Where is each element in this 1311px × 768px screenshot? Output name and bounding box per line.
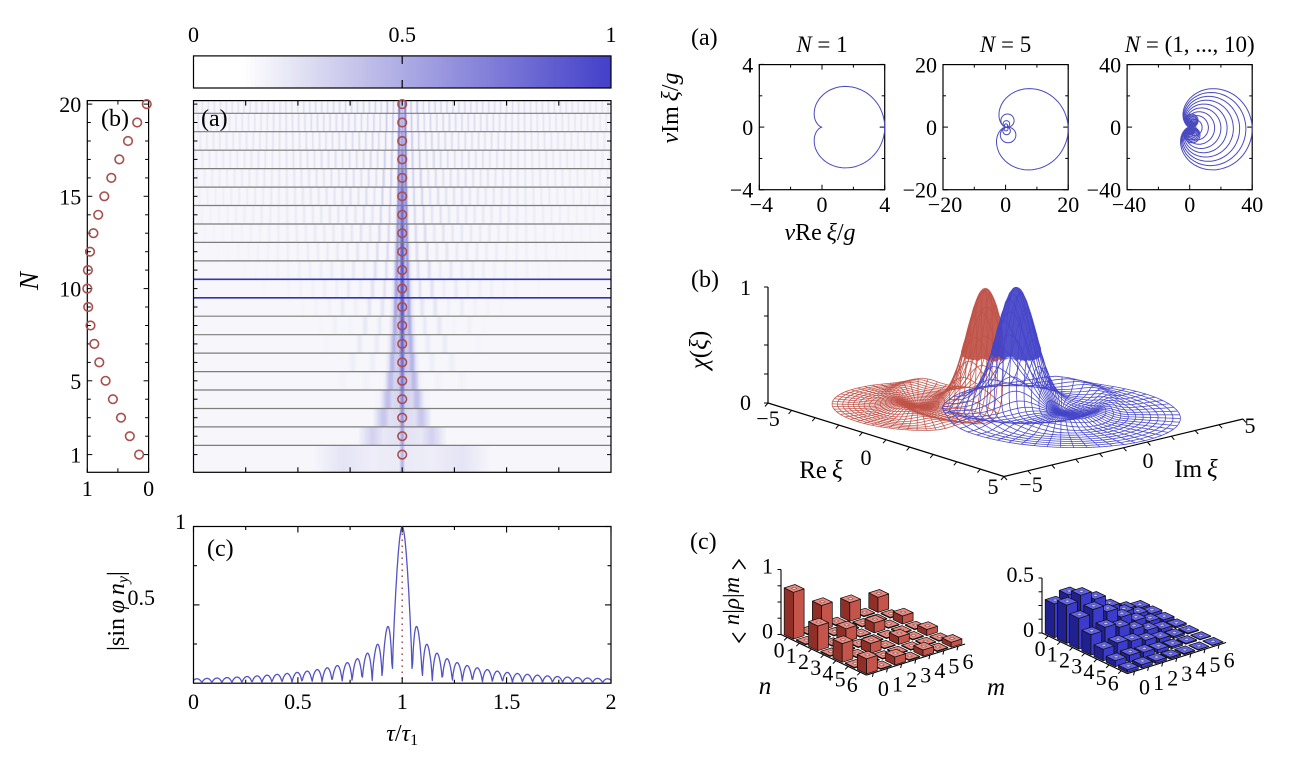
svg-text:m: m <box>987 674 1005 701</box>
svg-text:(a): (a) <box>691 25 718 51</box>
svg-text:N = (1, ..., 10): N = (1, ..., 10) <box>1124 32 1255 57</box>
svg-text:5: 5 <box>988 474 999 499</box>
svg-text:1: 1 <box>740 275 751 300</box>
svg-text:χ(ξ): χ(ξ) <box>686 331 713 371</box>
svg-text:0: 0 <box>878 676 889 701</box>
svg-text:−4: −4 <box>730 178 753 203</box>
svg-text:1: 1 <box>70 443 81 468</box>
svg-text:15: 15 <box>59 184 81 209</box>
svg-text:0: 0 <box>143 476 154 501</box>
svg-text:−5: −5 <box>756 406 779 431</box>
svg-text:4: 4 <box>742 53 753 78</box>
svg-text:5: 5 <box>1245 413 1256 438</box>
svg-text:20: 20 <box>59 92 81 117</box>
svg-text:0: 0 <box>1110 115 1121 140</box>
svg-text:2: 2 <box>606 689 617 714</box>
svg-text:0: 0 <box>1184 192 1195 217</box>
svg-text:0: 0 <box>1143 448 1154 473</box>
svg-text:6: 6 <box>1224 648 1235 673</box>
svg-text:0: 0 <box>188 22 199 47</box>
svg-text:−40: −40 <box>1087 178 1121 203</box>
svg-text:0.5: 0.5 <box>388 22 416 47</box>
svg-text:0: 0 <box>1139 674 1150 699</box>
svg-text:5: 5 <box>948 654 959 679</box>
svg-text:0: 0 <box>774 637 785 662</box>
svg-text:(b): (b) <box>101 106 129 132</box>
svg-text:4: 4 <box>934 658 945 683</box>
svg-text:40: 40 <box>1099 53 1121 78</box>
svg-text:Re ξ: Re ξ <box>799 457 843 484</box>
svg-text:1: 1 <box>786 643 797 668</box>
svg-text:0: 0 <box>742 115 753 140</box>
svg-text:n: n <box>759 673 772 700</box>
svg-text:3: 3 <box>920 663 931 688</box>
svg-text:0: 0 <box>740 390 751 415</box>
svg-text:0: 0 <box>1000 192 1011 217</box>
svg-text:0.5: 0.5 <box>128 585 156 610</box>
svg-text:3: 3 <box>1071 653 1082 678</box>
svg-text:1: 1 <box>397 689 408 714</box>
svg-text:6: 6 <box>1108 671 1119 696</box>
svg-text:1: 1 <box>762 554 773 579</box>
svg-text:3: 3 <box>810 655 821 680</box>
svg-text:5: 5 <box>1096 665 1107 690</box>
svg-text:4: 4 <box>822 661 833 686</box>
svg-text:0.5: 0.5 <box>284 689 312 714</box>
svg-text:N: N <box>14 270 44 291</box>
svg-text:1: 1 <box>175 509 186 534</box>
svg-text:0.5: 0.5 <box>1007 562 1035 587</box>
svg-text:5: 5 <box>70 369 81 394</box>
svg-text:N = 1: N = 1 <box>795 32 847 57</box>
svg-text:20: 20 <box>915 53 937 78</box>
svg-text:τ/τ1: τ/τ1 <box>386 721 418 749</box>
svg-text:1: 1 <box>606 22 617 47</box>
svg-text:νRe ξ/g: νRe ξ/g <box>784 220 855 246</box>
svg-text:n|ρ|m: n|ρ|m <box>719 577 744 625</box>
svg-text:10: 10 <box>59 277 81 302</box>
svg-text:2: 2 <box>1167 666 1178 691</box>
svg-text:0: 0 <box>861 445 872 470</box>
svg-text:0: 0 <box>1035 636 1046 661</box>
svg-text:(b): (b) <box>691 267 719 293</box>
svg-text:2: 2 <box>1059 648 1070 673</box>
svg-text:1.5: 1.5 <box>493 689 521 714</box>
svg-text:0: 0 <box>762 619 773 644</box>
svg-text:1: 1 <box>892 671 903 696</box>
svg-text:(c): (c) <box>690 529 717 555</box>
svg-text:2: 2 <box>906 667 917 692</box>
svg-text:6: 6 <box>847 672 858 697</box>
svg-text:νIm ξ/g: νIm ξ/g <box>658 72 684 143</box>
svg-text:−20: −20 <box>903 178 937 203</box>
svg-text:20: 20 <box>1057 192 1079 217</box>
svg-text:4: 4 <box>1083 659 1094 684</box>
svg-text:3: 3 <box>1181 661 1192 686</box>
svg-text:(c): (c) <box>207 536 234 562</box>
svg-text:5: 5 <box>1210 652 1221 677</box>
svg-text:0: 0 <box>188 689 199 714</box>
svg-text:2: 2 <box>798 649 809 674</box>
svg-text:−20: −20 <box>928 192 962 217</box>
svg-text:0: 0 <box>817 192 828 217</box>
svg-text:−40: −40 <box>1112 192 1146 217</box>
svg-text:4: 4 <box>879 192 890 217</box>
svg-text:6: 6 <box>963 649 974 674</box>
svg-text:40: 40 <box>1241 192 1263 217</box>
svg-text:1: 1 <box>1047 642 1058 667</box>
svg-text:Im ξ: Im ξ <box>1174 456 1218 483</box>
svg-text:1: 1 <box>82 476 93 501</box>
svg-text:0: 0 <box>926 115 937 140</box>
svg-text:−4: −4 <box>750 192 773 217</box>
svg-text:−5: −5 <box>1019 472 1042 497</box>
svg-text:5: 5 <box>835 666 846 691</box>
svg-text:1: 1 <box>1153 670 1164 695</box>
svg-text:(a): (a) <box>201 106 228 132</box>
svg-text:4: 4 <box>1195 657 1206 682</box>
svg-text:|sin φ ny|: |sin φ ny| <box>104 571 132 651</box>
svg-text:0: 0 <box>1023 617 1034 642</box>
svg-text:N = 5: N = 5 <box>979 32 1031 57</box>
